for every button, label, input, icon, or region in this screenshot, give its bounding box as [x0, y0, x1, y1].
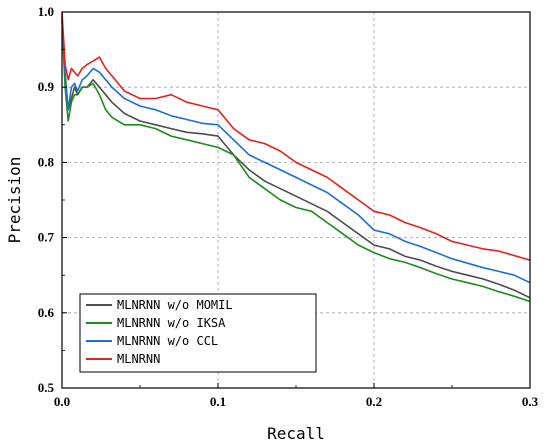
x-tick-labels: 0.0 0.1 0.2 0.3: [54, 394, 539, 409]
x-tick-label: 0.1: [210, 394, 226, 409]
x-tick-label: 0.0: [54, 394, 70, 409]
series-line-4: [61, 11, 531, 261]
x-tick-label: 0.3: [522, 394, 539, 409]
y-axis-label: Precision: [5, 157, 24, 244]
legend-label: MLNRNN w/o MOMIL: [117, 298, 233, 312]
y-tick-label: 0.6: [38, 305, 55, 320]
series-line-2: [61, 19, 531, 303]
series-lines: [61, 11, 531, 303]
legend-label: MLNRNN w/o CCL: [117, 334, 218, 348]
y-tick-label: 0.5: [38, 380, 55, 395]
y-tick-label: 1.0: [38, 4, 54, 19]
y-tick-label: 0.9: [38, 79, 55, 94]
legend-box: [79, 293, 317, 373]
series-line-3: [61, 15, 531, 284]
y-tick-label: 0.7: [38, 230, 55, 245]
x-axis-label: Recall: [267, 424, 325, 443]
axis-ticks: [61, 11, 531, 389]
legend-label: MLNRNN w/o IKSA: [117, 316, 226, 330]
legend: MLNRNN w/o MOMIL MLNRNN w/o IKSA MLNRNN w/…: [79, 293, 317, 373]
x-tick-label: 0.2: [366, 394, 382, 409]
legend-label: MLNRNN: [117, 352, 160, 366]
y-tick-labels: 0.5 0.6 0.7 0.8 0.9 1.0: [38, 4, 55, 395]
y-tick-label: 0.8: [38, 154, 55, 169]
